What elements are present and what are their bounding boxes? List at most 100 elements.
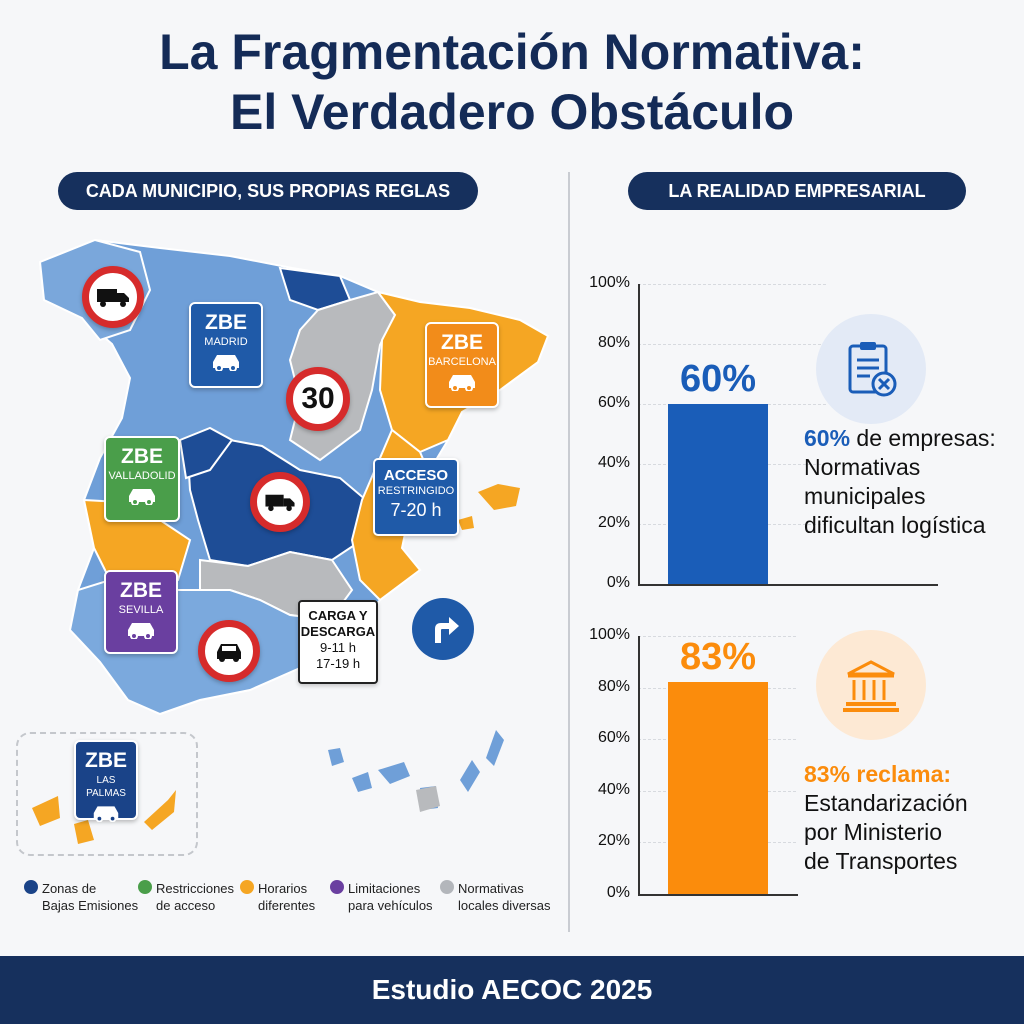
y-tick-label: 40%: [597, 454, 630, 471]
legend-dot: [330, 880, 344, 894]
stat-1-line-3: municipales: [804, 483, 926, 509]
legend-item-low-emission: Zonas de Bajas Emisiones: [24, 880, 138, 914]
y-tick-label: 80%: [597, 334, 630, 351]
stat-1-rest: de empresas:: [850, 425, 996, 451]
stat-1-line-2: Normativas: [804, 454, 921, 480]
y-tick-label: 60%: [597, 394, 630, 411]
zbe-las-palmas-sign: ZBE LAS PALMAS: [74, 740, 138, 823]
truck-icon: [97, 289, 129, 307]
car-icon: [129, 489, 155, 506]
zbe-label: ZBE: [120, 579, 162, 602]
bar: [668, 404, 768, 584]
zbe-label: ZBE: [441, 331, 483, 354]
zbe-city: VALLADOLID: [108, 470, 176, 482]
page-title: La Fragmentación Normativa: El Verdadero…: [0, 22, 1024, 142]
gridline: [638, 284, 826, 285]
footer-source: Estudio AECOC 2025: [0, 956, 1024, 1024]
canary-island-gray: [416, 786, 440, 812]
zbe-label: ZBE: [121, 445, 163, 468]
loading-hours-2: 17-19 h: [315, 656, 361, 671]
right-section-heading: LA REALIDAD EMPRESARIAL: [628, 172, 966, 210]
zbe-sevilla-sign: ZBE SEVILLA: [104, 570, 178, 654]
legend-item-local-rules: Normativas locales diversas: [440, 880, 551, 914]
zbe-label: ZBE: [205, 311, 247, 334]
access-hours: 7-20 h: [390, 500, 442, 520]
legend-label: Horarios diferentes: [258, 881, 316, 913]
stat-block-2: 83% reclama: Estandarización por Ministe…: [804, 760, 968, 876]
balearic-islands: [458, 484, 520, 530]
legend-dot: [138, 880, 152, 894]
legend-label: Restricciones de acceso: [156, 881, 235, 913]
car-icon: [217, 644, 241, 662]
government-building-icon: [816, 630, 926, 740]
canary-islands-inset: [16, 732, 198, 856]
y-tick-label: 40%: [597, 780, 630, 798]
x-axis: [638, 584, 938, 586]
title-line-1: La Fragmentación Normativa:: [159, 24, 865, 80]
y-tick-label: 100%: [589, 626, 630, 643]
stat-block-1: 60% de empresas: Normativas municipales …: [804, 424, 996, 540]
no-trucks-sign-center: [250, 472, 310, 532]
bar-value-label: 60%: [679, 358, 757, 400]
legend-item-vehicle-limits: Limitaciones para vehículos: [330, 880, 433, 914]
y-axis: [638, 636, 640, 894]
section-divider: [568, 172, 570, 932]
clipboard-x-icon: [816, 314, 926, 424]
stat-2-line-3: por Ministerio: [804, 819, 943, 845]
gridline: [638, 344, 826, 345]
legend-label: Normativas locales diversas: [458, 881, 551, 913]
restricted-access-sign: ACCESO RESTRINGIDO 7-20 h: [373, 458, 459, 536]
car-icon: [128, 623, 154, 640]
y-axis: [638, 284, 640, 584]
gridline: [638, 636, 796, 637]
legend-dot: [240, 880, 254, 894]
stat-1-highlight: 60%: [804, 425, 851, 451]
y-tick-label: 20%: [597, 514, 630, 531]
speed-limit-sign: 30: [286, 367, 350, 431]
zbe-label: ZBE: [85, 749, 127, 772]
turn-right-arrow-icon: [412, 598, 474, 660]
loading-hours-1: 9-11 h: [320, 640, 356, 655]
left-section-heading: CADA MUNICIPIO, SUS PROPIAS REGLAS: [58, 172, 478, 210]
legend-dot: [440, 880, 454, 894]
stat-2-line-2: Estandarización: [804, 790, 968, 816]
zbe-city: BARCELONA: [428, 356, 496, 368]
y-tick-label: 0%: [606, 574, 630, 591]
loading-line-1: CARGA Y: [308, 608, 368, 623]
y-tick-label: 100%: [589, 274, 630, 291]
access-line-1: ACCESO: [383, 467, 449, 484]
loading-hours-sign: CARGA Y DESCARGA 9-11 h 17-19 h: [298, 600, 378, 684]
no-trucks-sign: [82, 266, 144, 328]
x-axis: [638, 894, 798, 896]
access-line-2: RESTRINGIDO: [377, 485, 455, 497]
stat-2-highlight: 83% reclama:: [804, 761, 952, 787]
legend-label: Zonas de Bajas Emisiones: [42, 881, 139, 913]
legend-item-schedules: Horarios diferentes: [240, 880, 315, 914]
speed-limit-value: 30: [301, 382, 335, 415]
loading-line-2: DESCARGA: [300, 624, 376, 639]
stat-1-line-4: dificultan logística: [804, 512, 986, 538]
legend-item-access: Restricciones de acceso: [138, 880, 234, 914]
zbe-city: LAS PALMAS: [86, 775, 126, 799]
car-icon: [93, 806, 119, 823]
zbe-city: MADRID: [204, 336, 248, 348]
y-tick-label: 0%: [606, 884, 630, 901]
canary-islands-right: [328, 730, 504, 810]
y-tick-label: 20%: [597, 832, 630, 850]
zbe-barcelona-sign: ZBE BARCELONA: [425, 322, 499, 408]
bar: [668, 682, 768, 894]
region-leon: [178, 426, 234, 480]
stat-2-line-4: de Transportes: [804, 848, 958, 874]
no-cars-sign: [198, 620, 260, 682]
zbe-city: SEVILLA: [118, 604, 164, 616]
zbe-madrid-sign: ZBE MADRID: [189, 302, 263, 388]
title-line-2: El Verdadero Obstáculo: [229, 84, 795, 140]
y-tick-label: 60%: [597, 729, 630, 747]
car-icon: [213, 355, 239, 372]
y-tick-label: 80%: [597, 677, 630, 695]
truck-icon: [265, 494, 295, 512]
legend-label: Limitaciones para vehículos: [348, 881, 433, 913]
bar-value-label: 83%: [679, 636, 757, 679]
legend-dot: [24, 880, 38, 894]
car-icon: [449, 375, 475, 392]
